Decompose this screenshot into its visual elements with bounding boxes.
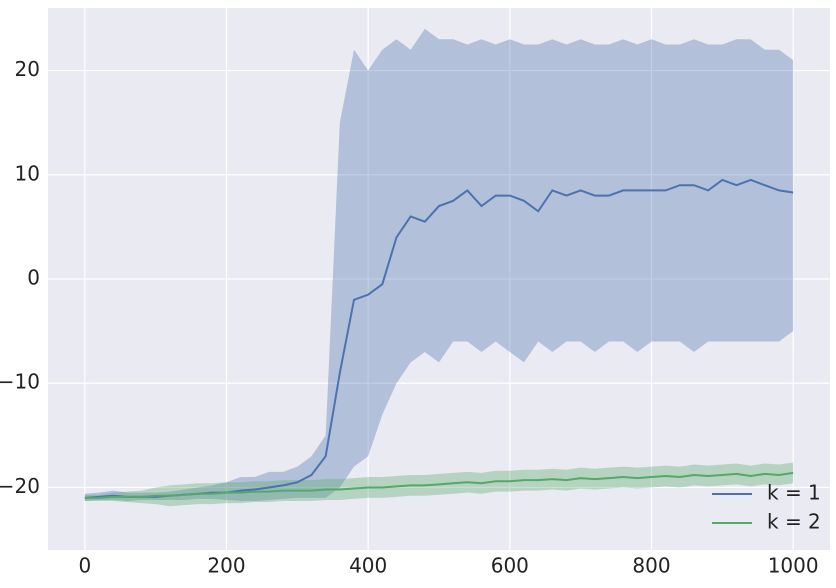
x-tick-label: 800 <box>632 554 670 578</box>
series-line <box>84 471 794 499</box>
y-tick-label: −20 <box>0 474 40 498</box>
confidence-band <box>84 28 794 502</box>
y-tick-label: −10 <box>0 370 40 394</box>
x-tick-label: 1000 <box>768 554 819 578</box>
legend-label: k = 2 <box>767 510 821 534</box>
x-tick-label: 0 <box>78 554 91 578</box>
y-tick-label: 0 <box>27 266 40 290</box>
x-tick-label: 200 <box>207 554 245 578</box>
y-tick-label: 20 <box>15 57 40 81</box>
y-tick-label: 10 <box>15 161 40 185</box>
x-tick-label: 400 <box>349 554 387 578</box>
x-tick-label: 600 <box>491 554 529 578</box>
legend-label: k = 1 <box>767 481 821 505</box>
